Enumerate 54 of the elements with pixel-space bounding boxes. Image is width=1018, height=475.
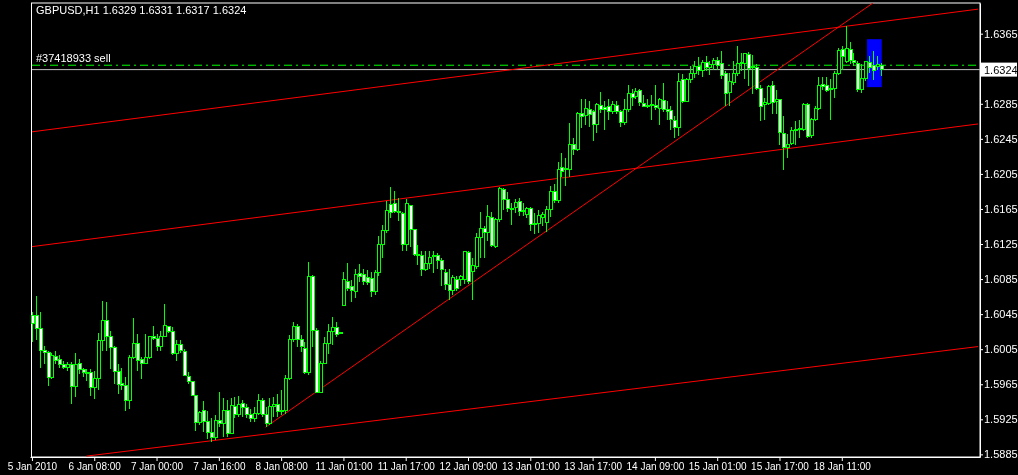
ref-line-label: 1.6324: [984, 63, 1018, 76]
candlestick: [225, 399, 230, 438]
candlestick: [583, 98, 588, 126]
y-tick-label: 1.5885: [984, 448, 1018, 461]
candlestick: [439, 257, 444, 287]
candlestick: [69, 361, 74, 406]
x-tick-label: 18 Jan 11:00: [813, 461, 872, 473]
x-tick-label: 7 Jan 00:00: [130, 461, 184, 473]
candlestick: [450, 273, 455, 296]
y-tick-label: 1.6125: [984, 238, 1018, 251]
candlestick: [602, 100, 607, 131]
candlestick: [353, 267, 358, 300]
candlestick: [427, 250, 432, 271]
y-tick-label: 1.6285: [984, 97, 1018, 110]
x-tick-label: 14 Jan 09:00: [626, 461, 685, 473]
candlestick: [793, 120, 798, 146]
x-tick-label: 13 Jan 01:00: [501, 461, 561, 473]
candlestick: [517, 196, 522, 217]
candlestick: [295, 323, 300, 348]
candlestick: [423, 250, 428, 272]
candlestick: [431, 250, 436, 274]
x-tick-label: 6 Jan 08:00: [68, 461, 122, 473]
ref-line-label: #37418933 sell: [36, 52, 111, 65]
y-tick-label: 1.6165: [984, 202, 1018, 215]
x-tick-label: 11 Jan 01:00: [315, 461, 373, 473]
x-tick-label: 8 Jan 08:00: [255, 461, 309, 473]
candlestick: [770, 80, 775, 116]
candlestick: [88, 368, 93, 397]
chart-title: GBPUSD,H1 1.6329 1.6331 1.6317 1.6324: [36, 4, 247, 16]
y-tick-label: 1.5925: [984, 413, 1018, 426]
candlestick: [49, 351, 54, 380]
x-tick-label: 5 Jan 2010: [7, 461, 58, 473]
x-tick-label: 11 Jan 17:00: [377, 461, 436, 473]
candlestick: [509, 202, 514, 226]
candlestick: [170, 326, 175, 357]
x-tick-label: 15 Jan 01:00: [688, 461, 748, 473]
x-tick-label: 12 Jan 09:00: [439, 461, 498, 473]
candlestick: [528, 206, 533, 232]
candlestick: [369, 271, 374, 298]
y-tick-label: 1.6205: [984, 167, 1018, 180]
candlestick: [871, 50, 876, 81]
y-tick-label: 1.6045: [984, 308, 1018, 321]
candlestick: [536, 209, 541, 234]
y-tick-label: 1.6245: [984, 132, 1018, 145]
y-tick-label: 1.5965: [984, 378, 1018, 391]
candlestick: [267, 397, 272, 427]
x-tick-label: 7 Jan 16:00: [193, 461, 246, 473]
y-tick-label: 1.6005: [984, 343, 1018, 356]
y-tick-label: 1.6085: [984, 273, 1018, 286]
candlestick: [275, 393, 280, 418]
y-tick-label: 1.6365: [984, 27, 1018, 40]
x-tick-label: 13 Jan 17:00: [564, 461, 623, 473]
x-tick-label: 15 Jan 17:00: [751, 461, 810, 473]
candlestick: [236, 394, 241, 418]
